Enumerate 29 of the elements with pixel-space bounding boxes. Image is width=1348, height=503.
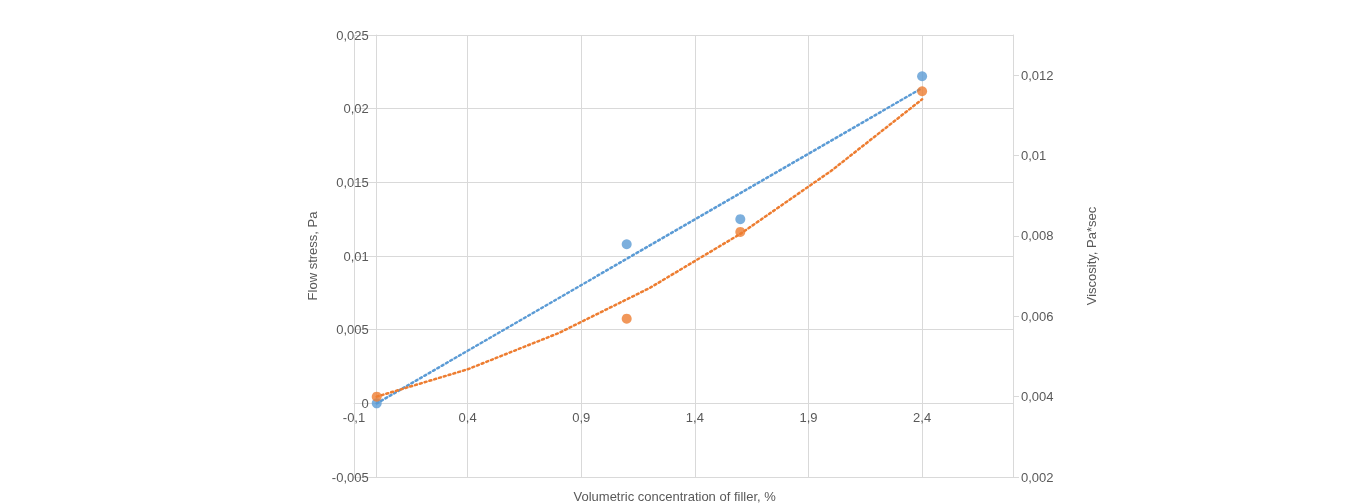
point xyxy=(917,71,928,82)
y2-tick-label: 0,002 xyxy=(1021,469,1054,485)
y-tick-label: 0 xyxy=(361,395,369,411)
x-tick-label: 1,9 xyxy=(799,410,818,426)
point xyxy=(621,313,632,324)
y-tick-label: 0,025 xyxy=(336,27,369,43)
point xyxy=(371,391,382,402)
point xyxy=(735,214,746,225)
y-tick-label: 0,015 xyxy=(336,174,369,190)
y2-tick-label: 0,006 xyxy=(1021,308,1054,324)
y-tick-label: 0,005 xyxy=(336,322,369,338)
x-tick-label: -0,1 xyxy=(342,410,366,426)
y2-axis-title: Viscosity, Pa*sec xyxy=(1084,206,1099,306)
y-tick-label: -0,005 xyxy=(331,469,369,485)
y2-tick-label: 0,004 xyxy=(1021,389,1054,405)
y2-tick-label: 0,012 xyxy=(1021,67,1054,83)
point xyxy=(917,86,928,97)
point xyxy=(735,226,746,237)
x-tick-label: 1,4 xyxy=(685,410,704,426)
y2-tick-label: 0,008 xyxy=(1021,228,1054,244)
point xyxy=(621,239,632,250)
y-tick-label: 0,01 xyxy=(343,248,369,264)
y-tick-label: 0,02 xyxy=(343,101,369,117)
y-axis-title: Flow stress, Pa xyxy=(304,210,320,301)
y2-tick-label: 0,01 xyxy=(1021,148,1047,164)
x-tick-label: 0,4 xyxy=(458,410,477,426)
x-tick-label: 2,4 xyxy=(913,410,932,426)
x-axis-title: Volumetric concentration of filler, % xyxy=(573,489,777,503)
x-tick-label: 0,9 xyxy=(572,410,591,426)
